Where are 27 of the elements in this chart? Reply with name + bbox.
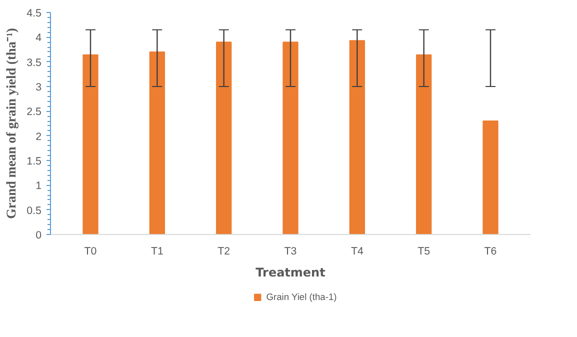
y-tick-label: 2 [36, 130, 42, 143]
x-tick-label: T4 [350, 246, 364, 258]
bar [482, 120, 498, 234]
x-tick-label: T0 [84, 246, 97, 258]
y-tick-label: 4.5 [26, 8, 42, 20]
y-tick-label: 3 [36, 82, 42, 94]
y-tick-label: 1 [36, 180, 42, 192]
x-tick-label: T2 [218, 246, 230, 258]
y-tick-label: 0.5 [26, 204, 42, 217]
legend-label: Grain Yiel (tha-1) [266, 292, 337, 302]
y-tick-label: 0 [36, 230, 42, 242]
y-tick-label: 3.5 [26, 56, 42, 69]
bar [82, 54, 98, 234]
y-tick-label: 2.5 [26, 106, 42, 118]
x-tick-label: T6 [484, 246, 497, 258]
bar [149, 51, 165, 234]
y-tick-label: 1.5 [26, 156, 42, 168]
y-tick-label: 4 [36, 32, 42, 44]
x-tick-label: T3 [284, 246, 297, 258]
bar [349, 40, 365, 234]
bar [216, 42, 232, 234]
x-axis-title: Treatment [256, 266, 326, 280]
x-tick-label: T5 [418, 246, 430, 258]
bar [416, 54, 432, 234]
x-tick-label: T1 [150, 246, 164, 258]
bar [282, 42, 298, 234]
y-axis-title: Grand mean of grain yield (tha⁻¹) [4, 28, 19, 219]
